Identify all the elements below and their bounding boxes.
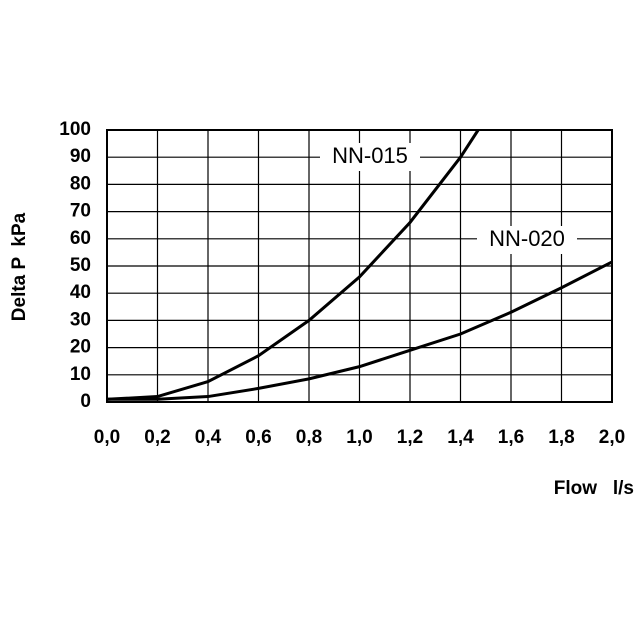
x-tick-label: 1,0 [346,427,372,448]
x-tick-label: 0,4 [195,427,222,448]
x-tick-label: 0,2 [144,427,170,448]
x-tick-label: 1,8 [548,427,574,448]
y-tick-label: 100 [59,119,91,140]
series-label: NN-015 [332,143,408,168]
y-tick-label: 20 [70,337,91,358]
x-tick-label: 1,6 [498,427,524,448]
x-tick-label: 1,2 [397,427,423,448]
plot-frame [106,129,613,403]
x-tick-label: 2,0 [599,427,625,448]
y-tick-label: 50 [70,255,91,276]
x-tick-label: 0,0 [94,427,120,448]
series-label-bg [320,143,420,171]
y-tick-label: 40 [70,282,91,303]
y-tick-label: 60 [70,228,91,249]
y-tick-label: 0 [80,391,91,412]
y-tick-label: 90 [70,146,91,167]
y-tick-label: 70 [70,201,91,222]
x-tick-label: 0,6 [245,427,271,448]
series-line [107,260,613,401]
y-axis-title: Delta P kPa [9,212,30,321]
y-tick-label: 30 [70,309,91,330]
y-tick-label: 10 [70,364,91,385]
series-line [106,129,480,401]
series-label: NN-020 [489,226,565,251]
x-axis-title: Flow l/s [554,478,634,499]
series-label-bg [477,226,577,254]
y-tick-label: 80 [70,173,91,194]
x-tick-label: 0,8 [296,427,322,448]
x-tick-label: 1,4 [447,427,474,448]
